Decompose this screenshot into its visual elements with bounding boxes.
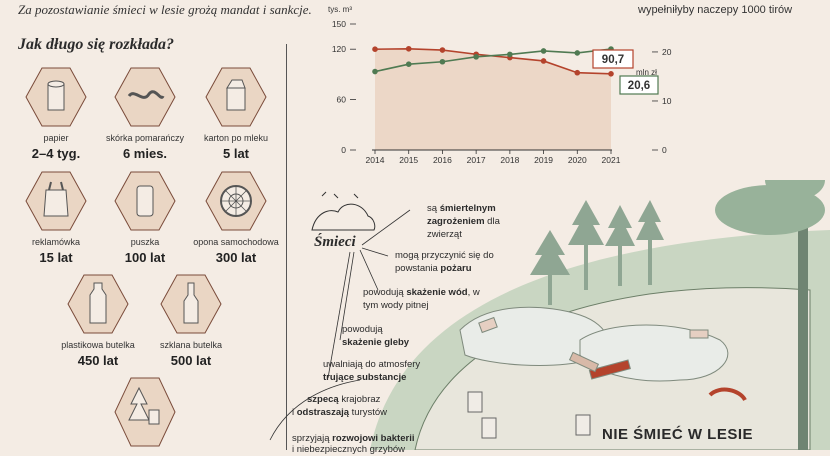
decomp-value: 15 lat bbox=[39, 250, 73, 265]
data-point-wood-volume bbox=[372, 46, 378, 52]
data-point-cost bbox=[405, 61, 412, 68]
green-end-label: 20,6 bbox=[628, 80, 650, 92]
plastic-bottle-icon bbox=[67, 274, 129, 334]
slogan-title: NIE ŚMIEĆ W LESIE bbox=[602, 426, 754, 443]
decomp-value: 100 lat bbox=[124, 250, 166, 265]
decomp-value: 6 mies. bbox=[122, 146, 168, 161]
effect-item: uwalniają do atmosfery trujące substancj… bbox=[323, 359, 421, 383]
series-line-cost bbox=[374, 48, 612, 73]
glass-bottle-icon bbox=[160, 274, 222, 334]
x-tick-label: 2014 bbox=[366, 155, 385, 165]
large-pine-tree-icon bbox=[715, 180, 825, 450]
intro-text: Za pozostawianie śmieci w lesie grożą ma… bbox=[18, 2, 312, 17]
x-tick-label: 2020 bbox=[568, 155, 587, 165]
decomp-item-milk-carton: karton po mleku 5 lat bbox=[176, 66, 296, 161]
chart-area-fill bbox=[375, 48, 611, 150]
data-point-cost bbox=[507, 51, 513, 58]
decomp-value: 5 lat bbox=[222, 146, 249, 161]
effect-item: sprzyjają rozwojowi bakterii bbox=[292, 433, 415, 444]
decomp-item-paper: papier 2–4 tyg. bbox=[0, 66, 116, 161]
decomp-item-can: puszka 100 lat bbox=[85, 170, 205, 265]
left-tick-label: 120 bbox=[332, 44, 346, 54]
decomp-item-plastic-bottle: plastikowa butelka 450 lat bbox=[38, 273, 158, 368]
right-tick-label: 0 bbox=[662, 145, 667, 155]
x-tick-label: 2016 bbox=[433, 155, 452, 165]
data-point-cost bbox=[473, 54, 479, 60]
decomp-label: puszka bbox=[130, 237, 160, 247]
smieci-center-label: Śmieci bbox=[314, 234, 356, 250]
milk-carton-icon bbox=[205, 67, 267, 127]
left-tick-label: 0 bbox=[341, 145, 346, 155]
top-right-caption: wypełniłyby naczepy 1000 tirów bbox=[638, 4, 793, 16]
data-point-wood-volume bbox=[439, 47, 446, 53]
data-point-wood-volume bbox=[540, 58, 547, 64]
x-tick-label: 2018 bbox=[500, 155, 519, 165]
small-trees-icon bbox=[530, 200, 664, 305]
paper-roll-icon bbox=[25, 67, 87, 127]
right-axis-label: mln zł bbox=[636, 68, 657, 77]
tree-cup-icon bbox=[114, 377, 176, 447]
decomp-item-tree-cup bbox=[85, 376, 205, 455]
decomp-item-plastic-bag: reklamówka 15 lat bbox=[0, 170, 116, 265]
plastic-bag-icon bbox=[25, 171, 87, 231]
tire-icon bbox=[205, 171, 267, 231]
decomp-label: plastikowa butelka bbox=[61, 340, 135, 350]
right-tick-label: 20 bbox=[662, 47, 672, 57]
red-end-label-box bbox=[592, 49, 634, 69]
x-tick-label: 2019 bbox=[534, 155, 553, 165]
decomp-item-tire: opona samochodowa 300 lat bbox=[176, 170, 296, 265]
decomp-value: 500 lat bbox=[170, 353, 212, 368]
decomp-label: szklana butelka bbox=[159, 340, 223, 350]
cups-icon bbox=[467, 391, 591, 439]
decomposition-title: Jak długo się rozkłada? bbox=[18, 36, 175, 53]
effect-item: mogą przyczynić się do powstania pożaru bbox=[395, 250, 494, 274]
trash-cloud-icon bbox=[311, 191, 376, 231]
orange-peel-icon bbox=[114, 67, 176, 127]
left-tick-label: 150 bbox=[332, 19, 346, 29]
x-tick-label: 2021 bbox=[602, 155, 621, 165]
decomp-label: reklamówka bbox=[31, 237, 80, 247]
decomp-item-orange-peel: skórka pomarańczy 6 mies. bbox=[85, 66, 205, 161]
right-tick-label: 10 bbox=[662, 96, 672, 106]
data-point-wood-volume bbox=[574, 69, 581, 76]
data-point-wood-volume bbox=[405, 45, 412, 52]
decomp-label: karton po mleku bbox=[203, 133, 269, 143]
effect-item: powodują skażenie wód, w tym wody pitnej bbox=[363, 287, 480, 311]
effect-connector-lines bbox=[269, 209, 411, 441]
decomp-label: skórka pomarańczy bbox=[105, 133, 185, 143]
x-tick-label: 2017 bbox=[467, 155, 486, 165]
decomp-value: 450 lat bbox=[77, 353, 119, 368]
x-tick-label: 2015 bbox=[399, 155, 418, 165]
divider-line bbox=[286, 44, 287, 450]
data-point-wood-volume bbox=[608, 71, 614, 77]
line-chart: 150 120 60 0 20 10 0 2014 2015 2016 2017 2018 2019… bbox=[328, 5, 672, 165]
decomp-label: opona samochodowa bbox=[193, 237, 279, 247]
data-point-cost bbox=[574, 50, 581, 56]
decomp-value: 300 lat bbox=[215, 250, 257, 265]
data-point-cost bbox=[372, 68, 378, 75]
effect-item: i odstraszają turystów bbox=[292, 407, 388, 418]
effect-item: powodują skażenie gleby bbox=[342, 324, 410, 348]
can-icon bbox=[114, 171, 176, 231]
left-axis-label: tys. m³ bbox=[328, 5, 352, 14]
forest-scene bbox=[370, 180, 830, 450]
green-end-label-box bbox=[619, 75, 659, 95]
data-point-cost bbox=[540, 48, 547, 54]
effect-item: są śmiertelnym zagrożeniem dla zwierząt bbox=[427, 203, 500, 240]
data-point-cost bbox=[439, 58, 446, 65]
effect-item: szpecą krajobraz bbox=[307, 394, 381, 405]
decomp-item-glass-bottle: szklana butelka 500 lat bbox=[131, 273, 251, 368]
decomp-label: papier bbox=[43, 133, 69, 143]
decomp-value: 2–4 tyg. bbox=[31, 146, 81, 161]
red-end-label: 90,7 bbox=[602, 54, 624, 66]
litter-pile-icon bbox=[459, 306, 747, 402]
left-tick-label: 60 bbox=[337, 95, 347, 105]
